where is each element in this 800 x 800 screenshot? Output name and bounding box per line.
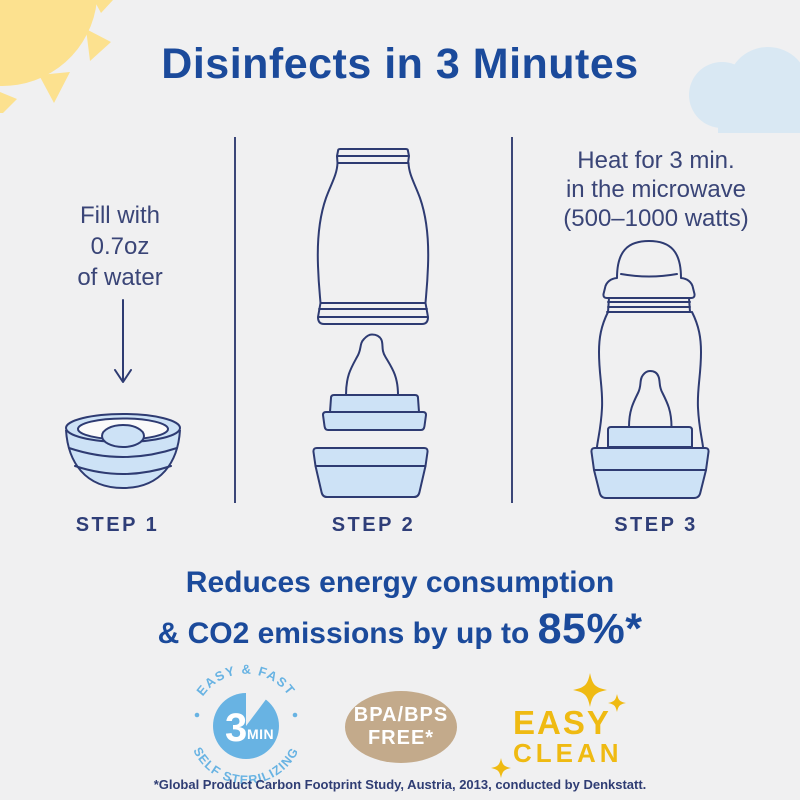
bottle-parts-illustration [312, 148, 430, 498]
footnote: *Global Product Carbon Footprint Study, … [153, 777, 647, 792]
assembled-bottle-illustration [590, 240, 710, 499]
self-sterilizing-badge: EASY & FAST SELF STERILIZING 3 MIN [190, 662, 300, 788]
easy-clean-line2: CLEAN [513, 738, 623, 768]
step1-instruction: Fill with 0.7oz of water [77, 202, 163, 291]
bpa-free-badge: BPA/BPS FREE* [345, 691, 457, 763]
easy-clean-badge: EASY CLEAN [485, 668, 665, 783]
sun-icon [0, 0, 113, 113]
badge-minutes-value: 3 [225, 706, 247, 750]
easy-clean-line1: EASY [513, 704, 611, 741]
sparkle-icons [491, 673, 626, 778]
badge-dot-left [194, 712, 200, 718]
step2-label: STEP 2 [331, 514, 416, 536]
step3-label: STEP 3 [614, 514, 698, 536]
page-title: Disinfects in 3 Minutes [161, 40, 639, 88]
benefit-highlight: 85%* [537, 605, 643, 653]
cloud-icon [689, 47, 800, 133]
benefit-claim: Reduces energy consumption & CO2 emissio… [0, 566, 800, 654]
step3-instruction: Heat for 3 min. in the microwave (500–10… [563, 147, 749, 232]
bowl-illustration [65, 413, 181, 489]
benefit-line1: Reduces energy consumption [185, 566, 615, 599]
benefit-line2: & CO2 emissions by up to 85%* [157, 605, 643, 653]
column-divider [511, 137, 513, 503]
badge-dot-right [292, 712, 298, 718]
badge-clock-wedge [246, 690, 267, 726]
column-divider [234, 137, 236, 503]
badge-minutes-unit: MIN [247, 726, 274, 742]
down-arrow-icon [114, 299, 132, 383]
step1-label: STEP 1 [75, 514, 160, 536]
